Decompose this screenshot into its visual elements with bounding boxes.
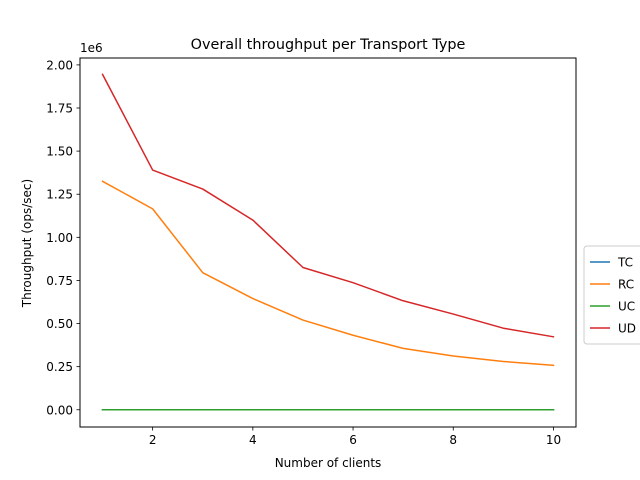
legend-label-ud: UD	[618, 322, 636, 336]
ticks-layer: 2 4 6 8 10 0.00 0.25 0.50 0.75 1.00 1.25 1.50 1.75 2.…	[46, 58, 561, 447]
y-tick-label: 1.50	[46, 145, 73, 159]
y-tick-label: 1.25	[46, 188, 73, 202]
legend-label-uc: UC	[618, 300, 635, 314]
x-tick-label: 6	[349, 433, 357, 447]
legend-label-rc: RC	[618, 278, 634, 292]
x-tick-label: 4	[249, 433, 257, 447]
x-tick-label: 10	[546, 433, 561, 447]
chart-title: Overall throughput per Transport Type	[191, 37, 466, 53]
x-tick-label: 8	[449, 433, 457, 447]
legend: TC RC UC UD	[583, 245, 640, 345]
y-axis-label: Throughput (ops/sec)	[20, 179, 34, 308]
y-tick-label: 1.75	[46, 102, 73, 116]
y-tick-label: 0.50	[46, 317, 73, 331]
y-tick-label: 1.00	[46, 231, 73, 245]
series-line-rc	[101, 180, 555, 367]
x-axis-label: Number of clients	[275, 456, 382, 470]
y-tick-label: 0.25	[46, 360, 73, 374]
y-tick-label: 0.75	[46, 274, 73, 288]
legend-box	[583, 245, 640, 345]
y-offset-label: 1e6	[80, 41, 103, 55]
x-tick-label: 2	[149, 433, 157, 447]
y-tick-label: 2.00	[46, 58, 73, 72]
plot-frame	[79, 57, 577, 428]
series-layer	[101, 73, 555, 411]
legend-label-tc: TC	[617, 256, 633, 270]
series-line-ud	[101, 73, 555, 338]
y-tick-label: 0.00	[46, 403, 73, 417]
